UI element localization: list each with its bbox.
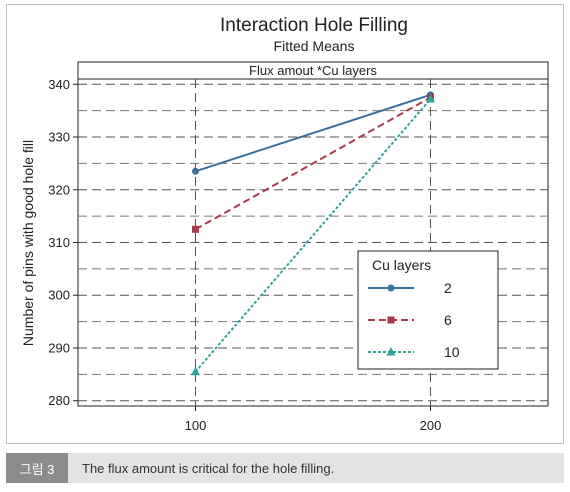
y-tick-label: 320 xyxy=(48,182,70,197)
y-tick-label: 340 xyxy=(48,77,70,92)
y-tick-label: 280 xyxy=(48,393,70,408)
legend-title: Cu layers xyxy=(372,257,431,273)
series-line-6 xyxy=(195,96,431,231)
series-line-2 xyxy=(195,93,431,173)
figure-caption: 그림 3 The flux amount is critical for the… xyxy=(6,453,564,483)
legend-box xyxy=(357,250,499,370)
caption-text: The flux amount is critical for the hole… xyxy=(82,460,335,476)
x-tick-label: 100 xyxy=(185,418,207,433)
y-tick-label: 330 xyxy=(48,130,70,145)
chart: Interaction Hole Filling Fitted Means Fl… xyxy=(20,15,549,433)
x-tick-label: 200 xyxy=(420,418,442,433)
axes: 280 290 300 310 320 330 340 100 200 xyxy=(48,77,441,433)
legend: Cu layers 2 6 10 xyxy=(357,250,499,370)
data-point-10 xyxy=(191,366,200,376)
chart-subtitle: Fitted Means xyxy=(274,38,355,54)
legend-marker-6 xyxy=(387,316,395,324)
chart-title: Interaction Hole Filling xyxy=(220,15,408,36)
panel-strip-label: Flux amout *Cu layers xyxy=(249,63,377,78)
data-point-10 xyxy=(426,94,435,103)
legend-label-6: 6 xyxy=(444,312,452,328)
y-tick-label: 290 xyxy=(48,340,70,355)
legend-marker-2 xyxy=(387,284,395,292)
legend-label-10: 10 xyxy=(444,344,460,360)
data-point-2 xyxy=(192,167,199,175)
y-tick-label: 300 xyxy=(48,288,70,303)
y-axis-label: Number of pins with good hole fill xyxy=(20,140,36,346)
legend-marker-10 xyxy=(386,347,396,356)
caption-tag: 그림 3 xyxy=(6,453,68,483)
legend-label-2: 2 xyxy=(444,280,452,296)
y-tick-label: 310 xyxy=(48,235,70,250)
data-point-6 xyxy=(192,225,199,233)
series xyxy=(191,91,435,376)
